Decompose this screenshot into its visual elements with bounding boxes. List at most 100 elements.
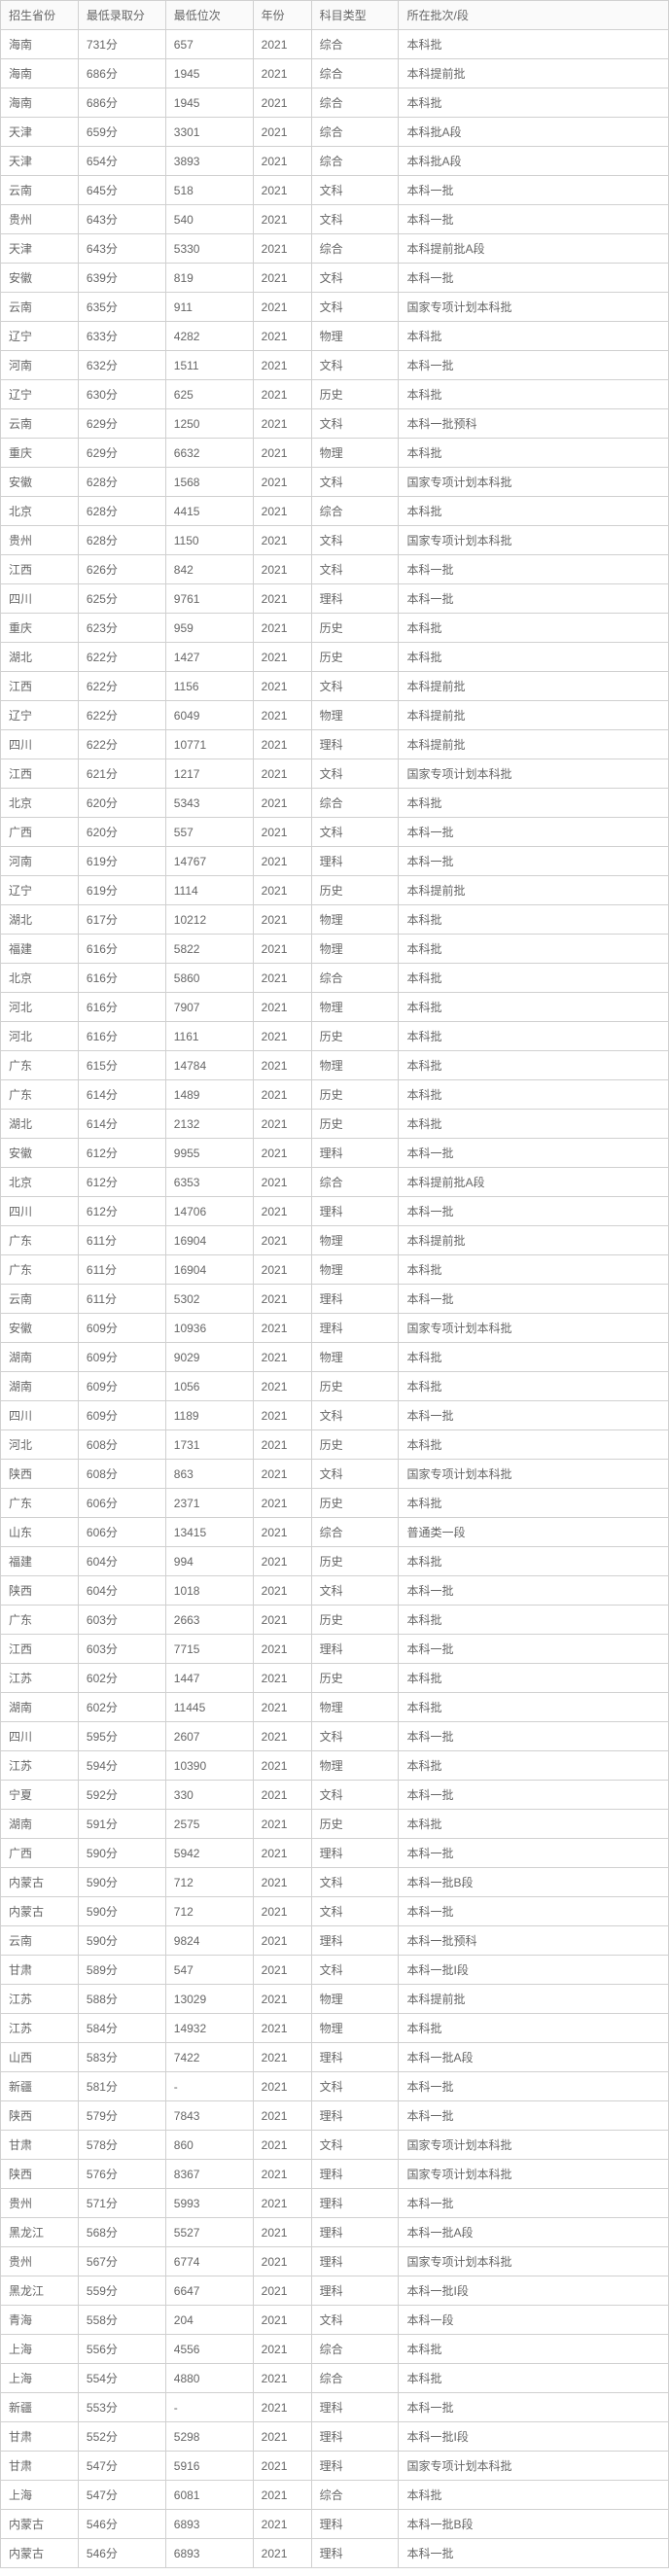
table-cell: 文科 [311,1781,399,1810]
table-cell: 1731 [165,1430,253,1460]
table-cell: 贵州 [1,205,79,234]
table-cell: 上海 [1,2335,79,2364]
table-row: 海南686分19452021综合本科提前批 [1,59,669,88]
table-cell: 3301 [165,118,253,147]
table-cell: 本科批 [399,905,669,935]
table-cell: 330 [165,1781,253,1810]
table-cell: 657 [165,30,253,59]
table-cell: 本科批 [399,497,669,526]
table-cell: 江苏 [1,1664,79,1693]
table-cell: 天津 [1,147,79,176]
table-cell: 辽宁 [1,380,79,409]
table-cell: 综合 [311,147,399,176]
table-cell: 本科批 [399,1430,669,1460]
table-cell: 本科一批 [399,1197,669,1226]
table-row: 辽宁619分11142021历史本科提前批 [1,876,669,905]
table-row: 天津643分53302021综合本科提前批A段 [1,234,669,264]
table-cell: 海南 [1,30,79,59]
table-cell: 9955 [165,1139,253,1168]
table-row: 广东606分23712021历史本科批 [1,1489,669,1518]
table-cell: 2021 [253,439,311,468]
table-cell: 本科批 [399,1547,669,1576]
table-cell: 贵州 [1,526,79,555]
table-row: 四川625分97612021理科本科一批 [1,584,669,614]
table-cell: 文科 [311,293,399,322]
table-cell: 2021 [253,2539,311,2568]
table-cell: 本科一批 [399,2539,669,2568]
table-cell: 四川 [1,730,79,759]
table-cell: 文科 [311,1722,399,1751]
table-cell: 5330 [165,234,253,264]
table-cell: 2021 [253,701,311,730]
table-cell: 本科提前批A段 [399,234,669,264]
table-row: 云南629分12502021文科本科一批预科 [1,409,669,439]
table-cell: 文科 [311,1956,399,1985]
table-cell: 江苏 [1,1751,79,1781]
table-cell: 国家专项计划本科批 [399,526,669,555]
table-cell: 579分 [78,2101,165,2131]
table-cell: 理科 [311,2539,399,2568]
table-cell: 理科 [311,847,399,876]
table-cell: 617分 [78,905,165,935]
table-cell: 理科 [311,584,399,614]
table-cell: 2021 [253,1781,311,1810]
table-cell: 1189 [165,1401,253,1430]
table-cell: 588分 [78,1985,165,2014]
table-cell: 604分 [78,1576,165,1606]
table-cell: 本科一批 [399,351,669,380]
table-cell: 文科 [311,526,399,555]
table-cell: 2021 [253,818,311,847]
table-cell: 历史 [311,1110,399,1139]
table-cell: 609分 [78,1343,165,1372]
table-cell: 天津 [1,234,79,264]
table-cell: 616分 [78,964,165,993]
table-cell: 国家专项计划本科批 [399,293,669,322]
table-cell: 文科 [311,2306,399,2335]
table-cell: 616分 [78,935,165,964]
table-cell: 2021 [253,88,311,118]
table-cell: 内蒙古 [1,1868,79,1897]
table-cell: 四川 [1,1197,79,1226]
table-cell: 612分 [78,1139,165,1168]
table-cell: 2021 [253,526,311,555]
table-cell: 2021 [253,293,311,322]
table-cell: 本科批 [399,964,669,993]
table-cell: 本科一批 [399,1635,669,1664]
table-row: 河北608分17312021历史本科批 [1,1430,669,1460]
table-cell: 2663 [165,1606,253,1635]
table-row: 云南590分98242021理科本科一批预科 [1,1926,669,1956]
table-cell: 590分 [78,1897,165,1926]
table-cell: 2021 [253,1168,311,1197]
table-cell: 1250 [165,409,253,439]
table-cell: 理科 [311,1197,399,1226]
table-cell: 2021 [253,789,311,818]
table-cell: 2021 [253,1372,311,1401]
table-row: 贵州643分5402021文科本科一批 [1,205,669,234]
table-cell: 633分 [78,322,165,351]
table-cell: 1156 [165,672,253,701]
table-cell: 559分 [78,2276,165,2306]
table-cell: 625分 [78,584,165,614]
table-cell: 2021 [253,1576,311,1606]
table-cell: 556分 [78,2335,165,2364]
table-cell: 本科批 [399,1080,669,1110]
table-cell: 6081 [165,2481,253,2510]
table-cell: 历史 [311,1489,399,1518]
table-cell: 本科批 [399,1751,669,1781]
table-cell: 历史 [311,1547,399,1576]
table-cell: 590分 [78,1868,165,1897]
table-cell: 5860 [165,964,253,993]
table-cell: 2021 [253,1343,311,1372]
table-row: 四川622分107712021理科本科提前批 [1,730,669,759]
table-cell: 本科提前批 [399,1226,669,1255]
table-cell: 海南 [1,88,79,118]
table-cell: 本科批A段 [399,147,669,176]
table-cell: 2021 [253,322,311,351]
table-cell: 630分 [78,380,165,409]
table-cell: 518 [165,176,253,205]
table-cell: 546分 [78,2510,165,2539]
table-cell: 2021 [253,2247,311,2276]
table-cell: 综合 [311,789,399,818]
table-cell: 1161 [165,1022,253,1051]
table-cell: 2021 [253,2131,311,2160]
